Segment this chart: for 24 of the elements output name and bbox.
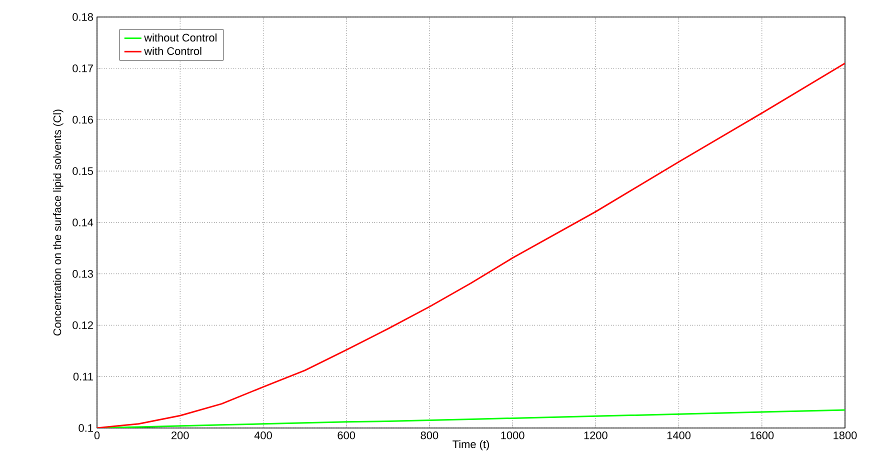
y-tick-label: 0.18 xyxy=(72,13,94,21)
y-tick-label: 0.16 xyxy=(72,116,94,124)
y-tick-label: 0.15 xyxy=(72,167,94,175)
line-series xyxy=(97,62,846,428)
x-tick-label: 400 xyxy=(254,432,272,440)
x-tick-label: 800 xyxy=(420,432,438,440)
y-tick-label: 0.11 xyxy=(73,372,93,380)
x-tick-label: 1200 xyxy=(584,432,608,440)
y-tick-label: 0.14 xyxy=(72,218,94,226)
x-tick-label: 1400 xyxy=(667,432,691,440)
y-tick-label: 0.12 xyxy=(72,321,93,330)
y-tick-label: 0.17 xyxy=(72,64,93,72)
y-axis-title: Concentration on the surface lipid solvents (Cl) xyxy=(53,110,64,336)
x-tick-label: 200 xyxy=(172,432,189,440)
legend-label: without Control xyxy=(144,34,216,42)
legend-label: with Control xyxy=(144,46,202,55)
x-tick-label: 0 xyxy=(94,432,100,440)
x-tick-label: 1000 xyxy=(501,432,524,440)
y-tick-label: 0.13 xyxy=(72,270,94,278)
x-tick-label: 1800 xyxy=(834,432,857,440)
x-tick-label: 1600 xyxy=(750,432,774,440)
y-tick-label: 0.1 xyxy=(78,424,93,432)
x-tick-label: 600 xyxy=(338,432,356,440)
x-axis-title: Time (t) xyxy=(452,440,489,450)
